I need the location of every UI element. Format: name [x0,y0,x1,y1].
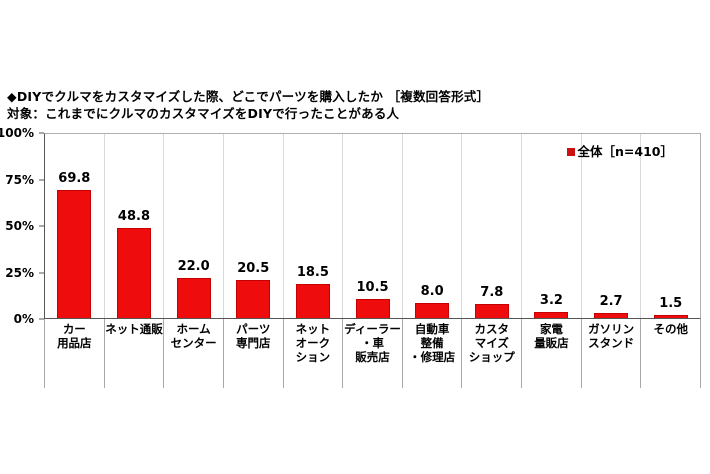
y-tick-mark [39,179,44,180]
category-label: ネット オーク ション [282,319,343,388]
category-label: パーツ 専門店 [222,319,283,388]
bar [176,277,211,318]
legend-label: 全体［n=410］ [577,144,673,159]
y-tick-label: 50% [5,219,34,233]
bar-value-label: 8.0 [420,284,444,300]
bar [236,280,271,318]
bar-value-label: 2.7 [599,294,623,310]
y-tick-label: 0% [13,312,34,326]
bar-column: 7.8 [461,134,521,318]
bar [594,313,629,318]
category-axis: カー 用品店 ネット通販 ホーム センター パーツ 専門店 ネット オーク ション ディーラー ・車販… [44,319,701,388]
bar-column: 1.5 [640,134,700,318]
category-label: その他 [640,319,700,388]
category-label: 家電 量販店 [521,319,581,388]
bar [474,303,509,318]
bar [57,189,92,318]
bar [295,283,330,318]
bar-value-label: 18.5 [296,264,329,280]
bar-column: 10.5 [342,134,402,318]
bar-value-label: 22.0 [177,258,210,274]
category-label: ネット通販 [103,319,164,388]
y-tick-mark [39,132,44,134]
bar [653,315,688,318]
bar-value-label: 1.5 [659,296,683,312]
y-tick-mark [39,225,44,227]
bar-columns: 69.8 48.8 22.0 20.5 18.5 10.5 8.0 7.8 3.2 2.7 1.5 [45,134,700,318]
bar-column: 69.8 [45,134,104,318]
legend: 全体［n=410］ [566,144,673,159]
bar-column: 48.8 [103,134,164,318]
category-label: ホーム センター [163,319,223,388]
bar-column: 18.5 [282,134,343,318]
category-label: 自動車 整備 ・修理店 [401,319,462,388]
bar-value-label: 7.8 [480,284,504,300]
bar-value-label: 69.8 [58,170,91,186]
bar-value-label: 20.5 [237,261,270,277]
bar [415,303,450,318]
bar [116,228,151,318]
bar-column: 3.2 [521,134,581,318]
bar-value-label: 10.5 [356,279,389,295]
y-tick-label: 75% [5,172,34,187]
chart-subtitle: 対象：これまでにクルマのカスタマイズをDIYで行ったことがある人 [7,106,400,121]
bar-value-label: 48.8 [117,209,150,225]
bar-column: 8.0 [401,134,462,318]
y-tick-mark [39,318,44,320]
chart-title: ◆DIYでクルマをカスタマイズした際、どこでパーツを購入したか ［複数回答形式］ [7,89,490,104]
legend-marker-icon [566,148,575,156]
bar-column: 20.5 [222,134,283,318]
bar-column: 2.7 [580,134,641,318]
y-tick-label: 25% [5,265,34,280]
plot-area: 69.8 48.8 22.0 20.5 18.5 10.5 8.0 7.8 3.2 2.7 1.5 … [44,133,701,319]
category-label: カスタ マイズ ショップ [461,319,521,388]
bar-column: 22.0 [163,134,223,318]
bar-value-label: 3.2 [539,293,563,309]
category-label: カー 用品店 [44,319,104,388]
y-axis: 0% 25% 50% 75% 100% [0,127,44,325]
bar [355,298,390,318]
bar [534,312,569,318]
category-label: ディーラー ・車 販売店 [342,319,402,388]
y-tick-mark [39,272,44,273]
category-label: ガソリン スタンド [580,319,641,388]
y-tick-label: 100% [0,126,34,140]
